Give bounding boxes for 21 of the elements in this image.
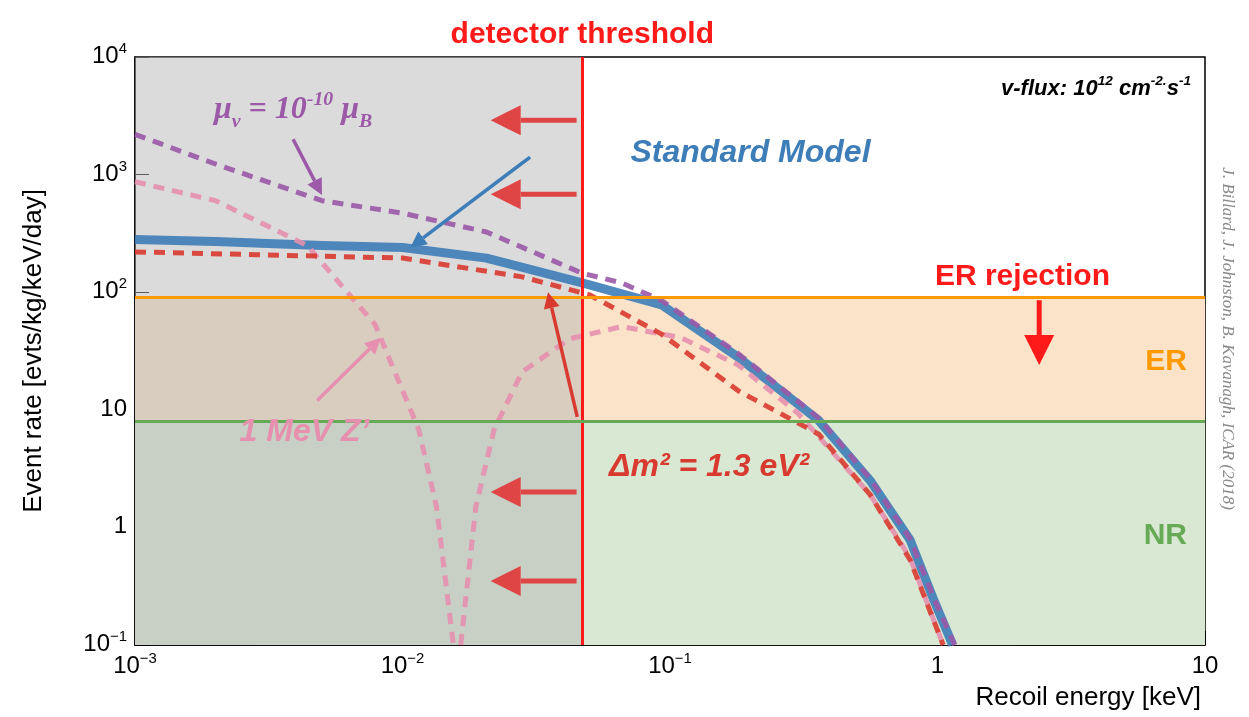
x-axis-title: Recoil energy [keV] <box>975 681 1201 711</box>
x-tick-label: 1 <box>930 651 945 679</box>
series-label: Δm² = 1.3 eV² <box>607 447 811 484</box>
band-label: NR <box>1143 516 1188 550</box>
x-tick-label: 10 <box>1191 651 1219 679</box>
text: Standard Model <box>630 133 872 170</box>
text: J. Billard, J. Johnston, B. Kavanagh, ICAR (2018) <box>1219 167 1239 511</box>
y-axis-title: Event rate [evts/kg/keV/day] <box>17 189 47 513</box>
legend-label: 1 MeV Z’ <box>239 412 371 449</box>
band-label: ER <box>1145 342 1188 376</box>
annotation: v-flux: 10$^{12}$ cm$^{-2.}$s$^{-1}$ <box>1001 73 1191 100</box>
y-tick-label: 10$^{3}$ <box>92 157 127 186</box>
series-label: μ$_{ν}$ = 10$^{-10}$ μ$_{B}$ <box>211 86 373 131</box>
x-tick-label: 10$^{−1}$ <box>648 649 692 679</box>
y-tick-label: 10$^{4}$ <box>92 39 127 69</box>
y-tick-label: 10 <box>100 394 127 422</box>
ref-line-label: detector threshold <box>450 15 714 49</box>
x-tick-label: 10$^{−2}$ <box>380 649 425 679</box>
y-tick-label: 1 <box>113 511 127 539</box>
ref-line-label: ER rejection <box>934 258 1110 292</box>
y-tick-label: 10$^{2}$ <box>92 275 127 304</box>
